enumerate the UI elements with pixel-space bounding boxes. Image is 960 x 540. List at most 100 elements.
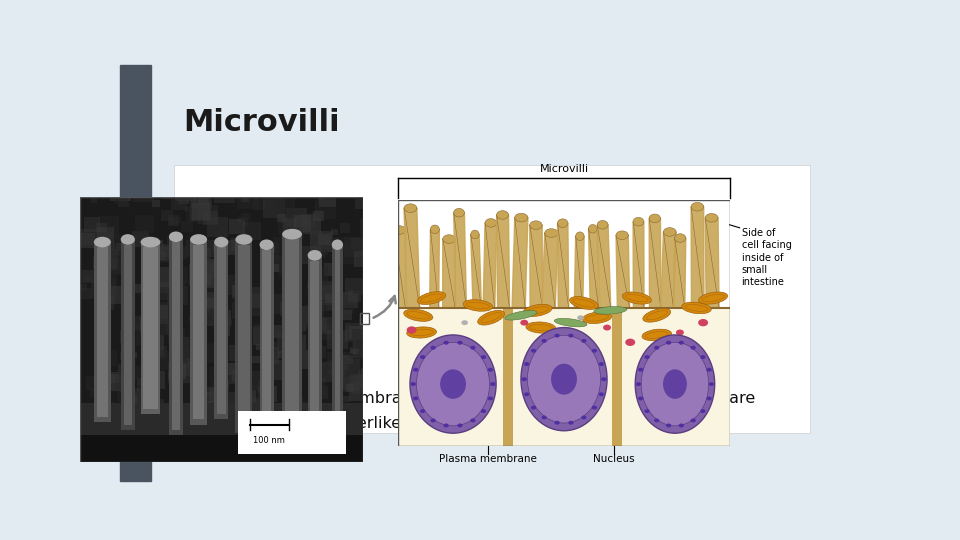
Ellipse shape	[478, 310, 505, 325]
Ellipse shape	[470, 230, 479, 239]
Bar	[238, 217, 248, 226]
Bar	[299, 437, 317, 454]
Ellipse shape	[454, 208, 465, 217]
Bar	[127, 370, 134, 377]
Bar	[137, 383, 158, 403]
Ellipse shape	[463, 300, 492, 311]
Bar	[153, 444, 164, 455]
Circle shape	[444, 341, 448, 345]
Bar	[172, 353, 182, 363]
Ellipse shape	[583, 312, 612, 323]
Polygon shape	[633, 222, 644, 308]
Bar	[178, 345, 186, 353]
Bar	[168, 373, 179, 383]
Bar	[285, 239, 300, 417]
Circle shape	[531, 406, 537, 409]
Ellipse shape	[307, 250, 322, 261]
Bar	[282, 234, 302, 422]
Polygon shape	[483, 223, 496, 308]
Ellipse shape	[526, 322, 556, 333]
Bar	[354, 350, 365, 360]
Bar	[169, 441, 181, 453]
Bar	[318, 421, 324, 427]
Ellipse shape	[404, 309, 433, 321]
Bar	[253, 199, 265, 210]
Bar	[221, 392, 240, 409]
Bar	[184, 206, 191, 212]
Bar	[349, 326, 363, 339]
Bar	[319, 190, 336, 207]
Circle shape	[638, 368, 643, 372]
Bar	[140, 317, 157, 333]
Bar	[230, 238, 245, 251]
Circle shape	[457, 423, 463, 428]
Bar	[157, 319, 174, 335]
Bar	[177, 340, 197, 359]
Ellipse shape	[643, 308, 671, 322]
Bar	[310, 261, 319, 424]
Bar	[360, 387, 379, 405]
Polygon shape	[691, 207, 704, 308]
Circle shape	[679, 341, 684, 345]
Polygon shape	[574, 236, 584, 308]
Circle shape	[521, 377, 527, 381]
Bar	[350, 374, 369, 391]
Bar	[175, 246, 187, 259]
Bar	[100, 350, 117, 366]
Bar	[359, 318, 377, 334]
Bar	[137, 379, 144, 384]
Polygon shape	[558, 223, 568, 308]
Bar	[398, 308, 730, 445]
Circle shape	[625, 339, 636, 346]
Circle shape	[430, 346, 436, 350]
Bar	[121, 274, 135, 287]
Bar	[270, 424, 282, 435]
Bar	[145, 385, 158, 397]
Bar	[299, 214, 320, 234]
Bar	[227, 363, 239, 375]
Bar	[338, 357, 348, 366]
Bar	[359, 237, 377, 254]
Bar	[282, 441, 294, 451]
Bar	[210, 380, 219, 389]
Circle shape	[568, 334, 573, 338]
Circle shape	[636, 382, 641, 386]
Bar	[351, 382, 361, 390]
Bar	[348, 289, 361, 302]
Bar	[93, 261, 102, 269]
Bar	[86, 407, 98, 418]
Bar	[340, 223, 349, 233]
Bar	[328, 191, 336, 198]
Bar	[322, 301, 331, 310]
Bar	[261, 178, 282, 198]
Bar	[334, 250, 340, 420]
Bar	[317, 317, 335, 334]
Bar	[298, 322, 306, 331]
Bar	[199, 343, 221, 363]
Text: microvilli: microvilli	[553, 416, 636, 431]
Ellipse shape	[121, 234, 135, 245]
Bar	[215, 362, 225, 372]
Bar	[318, 234, 330, 245]
Polygon shape	[443, 239, 455, 308]
Bar	[252, 355, 260, 363]
Bar	[239, 386, 256, 402]
Bar	[333, 242, 339, 248]
Bar	[106, 421, 112, 427]
Ellipse shape	[551, 363, 577, 395]
Ellipse shape	[554, 319, 587, 327]
Bar	[198, 194, 209, 205]
Bar	[171, 195, 187, 210]
Bar	[240, 338, 252, 348]
Ellipse shape	[140, 237, 160, 247]
Bar	[353, 251, 371, 267]
Bar	[147, 405, 159, 416]
Circle shape	[524, 393, 529, 396]
Bar	[261, 347, 279, 364]
Bar	[99, 440, 115, 456]
Bar	[350, 410, 363, 421]
Circle shape	[457, 341, 463, 345]
Bar	[273, 437, 295, 458]
Bar	[235, 239, 252, 433]
Bar	[170, 441, 177, 447]
